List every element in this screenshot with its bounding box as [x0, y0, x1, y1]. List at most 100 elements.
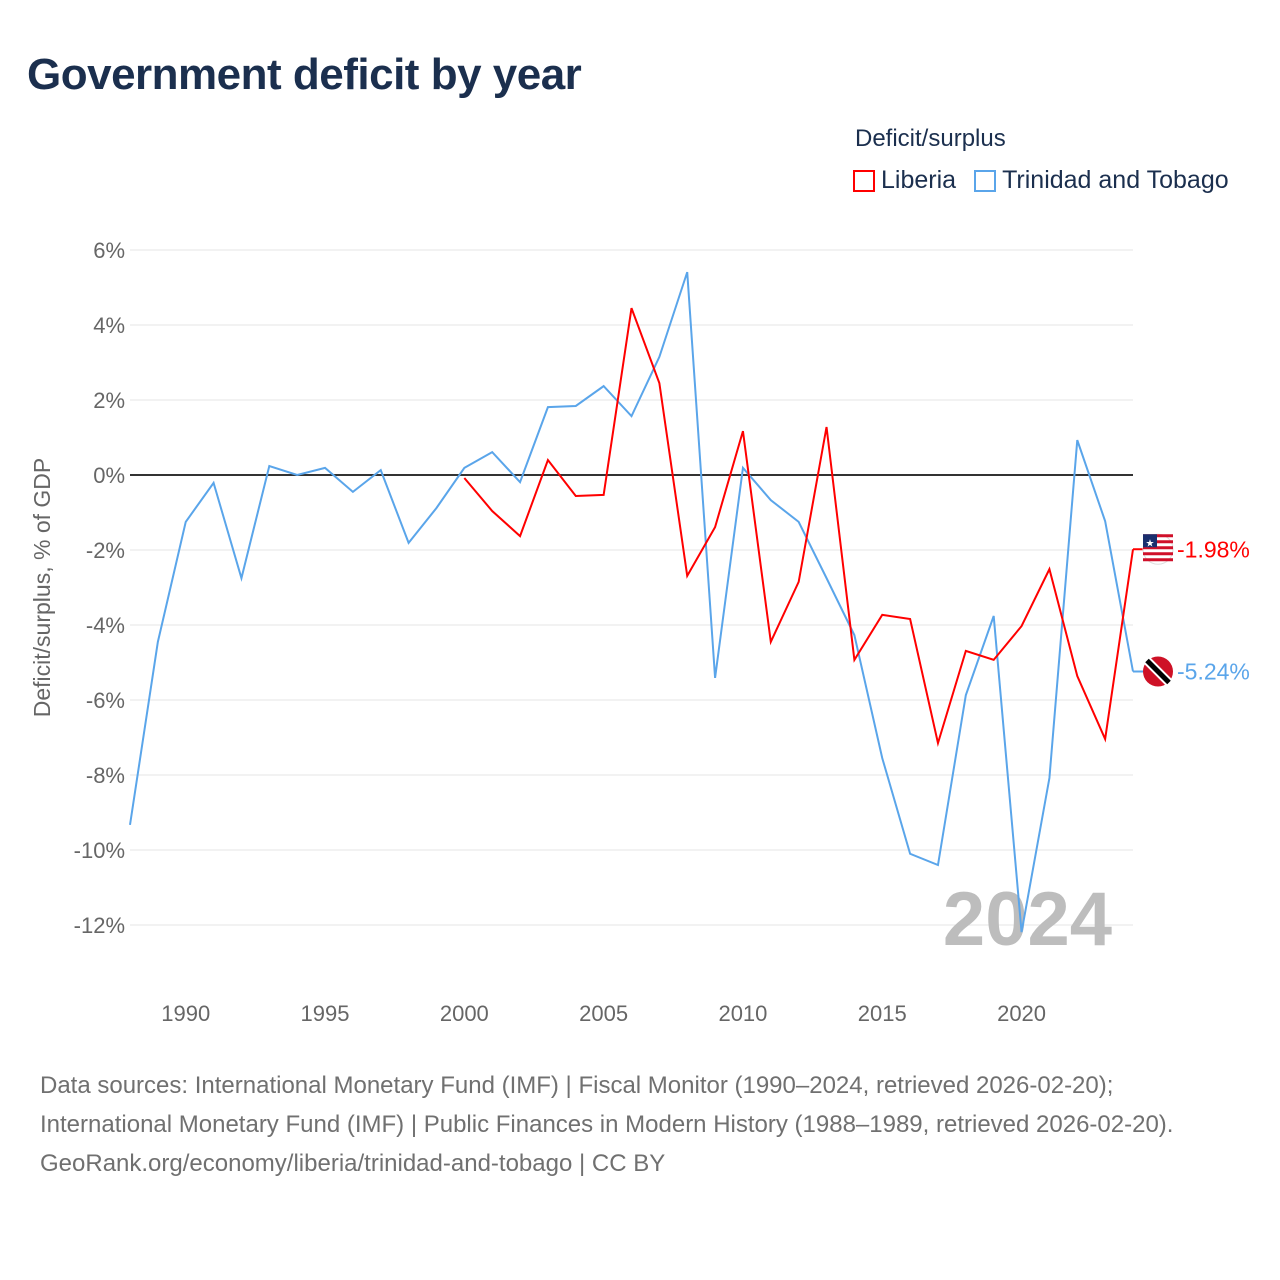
data-point	[908, 852, 912, 856]
legend-label: Trinidad and Tobago	[1002, 166, 1229, 194]
data-point	[908, 617, 912, 621]
data-point	[239, 576, 243, 580]
data-point	[1103, 737, 1107, 741]
y-tick-label: -12%	[74, 913, 125, 938]
y-tick-label: 2%	[93, 388, 125, 413]
y-axis-label: Deficit/surplus, % of GDP	[29, 458, 55, 717]
data-point	[852, 633, 856, 637]
y-tick-label: 0%	[93, 463, 125, 488]
flag-star: ★	[1146, 538, 1155, 549]
series-line-trinidad-and-tobago	[129, 271, 1134, 933]
data-point	[880, 613, 884, 617]
data-point	[323, 466, 327, 470]
data-point	[490, 450, 494, 454]
data-point	[825, 576, 829, 580]
data-point	[156, 640, 160, 644]
data-point	[992, 658, 996, 662]
flag-stripe	[1143, 552, 1173, 556]
data-point	[741, 429, 745, 433]
data-point	[630, 306, 634, 310]
data-point	[351, 490, 355, 494]
flag-canton	[1143, 534, 1157, 548]
x-tick-label: 1990	[161, 1001, 210, 1026]
data-point	[518, 534, 522, 538]
data-point	[685, 270, 689, 274]
legend-item-liberia[interactable]: Liberia	[853, 166, 956, 195]
end-value-label: -5.24%	[1177, 659, 1250, 685]
year-watermark: 2024	[943, 877, 1112, 962]
x-tick-label: 2005	[579, 1001, 628, 1026]
x-tick-label: 2020	[997, 1001, 1046, 1026]
x-tick-label: 1995	[301, 1001, 350, 1026]
y-tick-label: 4%	[93, 313, 125, 338]
data-point	[825, 425, 829, 429]
y-tick-label: -6%	[86, 688, 125, 713]
data-point	[574, 404, 578, 408]
y-tick-label: -4%	[86, 613, 125, 638]
data-point	[769, 640, 773, 644]
data-point	[518, 480, 522, 484]
legend-swatch-trinidad	[974, 169, 997, 192]
chart-title: Government deficit by year	[27, 50, 582, 99]
data-point	[741, 466, 745, 470]
chart-svg: 6% 4% 2% 0% -2% -4% -6% -8% -10% -12% 1990 1995 2000…	[29, 238, 1250, 1026]
data-point	[546, 458, 550, 462]
legend: Liberia Trinidad and Tobago	[853, 166, 1229, 195]
data-point	[462, 466, 466, 470]
data-point	[657, 355, 661, 359]
data-point	[434, 506, 438, 510]
data-point	[379, 468, 383, 472]
series-line-liberia	[463, 307, 1134, 748]
data-point	[184, 520, 188, 524]
data-point	[713, 525, 717, 529]
data-point	[295, 473, 299, 477]
data-point	[964, 649, 968, 653]
data-point	[769, 498, 773, 502]
data-point	[490, 509, 494, 513]
data-point	[546, 405, 550, 409]
data-point	[936, 741, 940, 745]
flag-stripe	[1143, 546, 1173, 550]
legend-item-trinidad[interactable]: Trinidad and Tobago	[974, 166, 1229, 195]
data-point	[1075, 438, 1079, 442]
data-point	[1075, 674, 1079, 678]
y-tick-label: 6%	[93, 238, 125, 263]
data-point	[407, 541, 411, 545]
data-point	[880, 756, 884, 760]
flag-stripe	[1143, 534, 1173, 538]
data-point	[630, 414, 634, 418]
end-value-label: -1.98%	[1177, 536, 1250, 562]
data-point	[1047, 776, 1051, 780]
data-point	[797, 520, 801, 524]
flag-stripe	[1143, 540, 1173, 544]
data-point	[602, 384, 606, 388]
data-point	[1020, 624, 1024, 628]
y-tick-label: -2%	[86, 538, 125, 563]
data-point	[936, 863, 940, 867]
legend-title: Deficit/surplus	[855, 125, 1006, 152]
flag-stripe	[1143, 558, 1173, 562]
data-point	[713, 676, 717, 680]
footer: Data sources: International Monetary Fun…	[40, 1066, 1240, 1183]
x-tick-label: 2000	[440, 1001, 489, 1026]
data-point	[1047, 567, 1051, 571]
data-point	[964, 693, 968, 697]
y-tick-label: -8%	[86, 763, 125, 788]
data-point	[1020, 930, 1024, 934]
data-point	[462, 476, 466, 480]
data-point	[128, 823, 132, 827]
data-point	[685, 574, 689, 578]
data-point	[574, 494, 578, 498]
flag-band	[1145, 658, 1171, 685]
data-point	[212, 481, 216, 485]
data-point	[267, 464, 271, 468]
source-link[interactable]: GeoRank.org/economy/liberia/trinidad-and…	[40, 1150, 666, 1177]
x-tick-label: 2010	[718, 1001, 767, 1026]
x-tick-label: 2015	[858, 1001, 907, 1026]
data-point	[1103, 519, 1107, 523]
data-point	[657, 381, 661, 385]
data-point	[852, 658, 856, 662]
data-point	[992, 614, 996, 618]
data-point	[602, 493, 606, 497]
